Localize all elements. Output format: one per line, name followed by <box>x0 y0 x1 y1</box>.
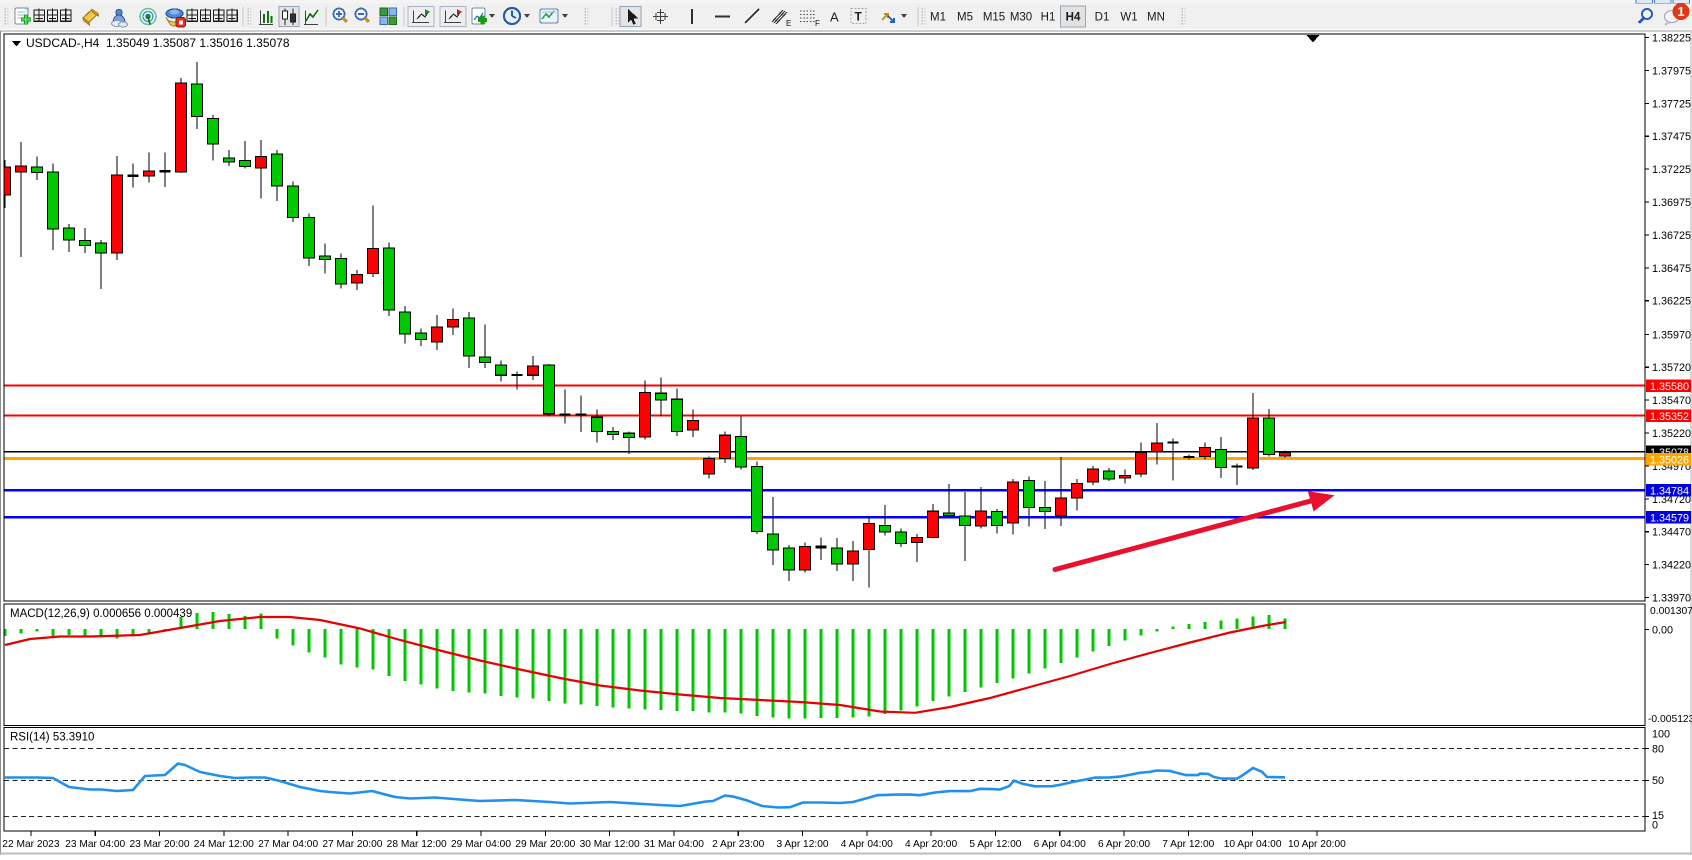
svg-text:3 Apr 12:00: 3 Apr 12:00 <box>776 839 828 850</box>
svg-text:2 Apr 23:00: 2 Apr 23:00 <box>712 839 764 850</box>
svg-text:100: 100 <box>1652 729 1670 741</box>
svg-text:31 Mar 04:00: 31 Mar 04:00 <box>644 839 704 850</box>
svg-text:M30: M30 <box>1010 12 1032 24</box>
svg-text:22 Mar 2023: 22 Mar 2023 <box>2 839 60 850</box>
svg-text:RSI(14) 53.3910: RSI(14) 53.3910 <box>10 732 94 744</box>
svg-text:1.34220: 1.34220 <box>1652 560 1691 572</box>
svg-text:7 Apr 12:00: 7 Apr 12:00 <box>1162 839 1214 850</box>
svg-text:H1: H1 <box>1041 12 1056 24</box>
svg-text:1.35970: 1.35970 <box>1652 329 1691 341</box>
svg-text:M5: M5 <box>957 12 973 24</box>
svg-text:1.34720: 1.34720 <box>1652 494 1691 506</box>
svg-text:28 Mar 12:00: 28 Mar 12:00 <box>387 839 447 850</box>
svg-text:MN: MN <box>1147 12 1165 24</box>
svg-text:M1: M1 <box>930 12 946 24</box>
svg-text:F: F <box>815 19 820 28</box>
svg-text:1.37475: 1.37475 <box>1652 131 1691 143</box>
svg-text:USDCAD-,H4 1.35049 1.35087 1.: USDCAD-,H4 1.35049 1.35087 1.35016 1.350… <box>26 36 290 50</box>
svg-text:1.35720: 1.35720 <box>1652 362 1691 374</box>
svg-text:5 Apr 12:00: 5 Apr 12:00 <box>969 839 1021 850</box>
svg-text:1.36725: 1.36725 <box>1652 230 1691 242</box>
svg-text:W1: W1 <box>1120 12 1137 24</box>
svg-text:30 Mar 12:00: 30 Mar 12:00 <box>580 839 640 850</box>
svg-text:E: E <box>786 19 791 28</box>
svg-text:0: 0 <box>1652 820 1658 832</box>
svg-text:D1: D1 <box>1095 12 1110 24</box>
svg-text:6 Apr 04:00: 6 Apr 04:00 <box>1034 839 1086 850</box>
svg-text:1.36475: 1.36475 <box>1652 263 1691 275</box>
svg-text:4 Apr 04:00: 4 Apr 04:00 <box>841 839 893 850</box>
svg-text:MACD(12,26,9) 0.000656 0.00043: MACD(12,26,9) 0.000656 0.000439 <box>10 608 192 620</box>
svg-text:1.37975: 1.37975 <box>1652 65 1691 77</box>
svg-text:0.001307: 0.001307 <box>1650 606 1692 617</box>
svg-text:23 Mar 20:00: 23 Mar 20:00 <box>129 839 189 850</box>
svg-text:1.33970: 1.33970 <box>1652 593 1691 605</box>
svg-text:1.35352: 1.35352 <box>1650 411 1689 423</box>
svg-text:4 Apr 20:00: 4 Apr 20:00 <box>905 839 957 850</box>
svg-text:H4: H4 <box>1066 12 1081 24</box>
svg-text:23 Mar 04:00: 23 Mar 04:00 <box>65 839 125 850</box>
svg-text:10 Apr 20:00: 10 Apr 20:00 <box>1288 839 1346 850</box>
svg-text:80: 80 <box>1652 744 1664 756</box>
svg-text:1.38225: 1.38225 <box>1652 33 1691 45</box>
svg-text:1.35220: 1.35220 <box>1652 428 1691 440</box>
svg-text:1.34784: 1.34784 <box>1650 486 1689 498</box>
svg-text:1.37725: 1.37725 <box>1652 98 1691 110</box>
svg-text:0.00: 0.00 <box>1652 624 1673 636</box>
svg-text:1.34470: 1.34470 <box>1652 527 1691 539</box>
svg-text:-0.005123: -0.005123 <box>1648 714 1692 725</box>
svg-text:29 Mar 20:00: 29 Mar 20:00 <box>515 839 575 850</box>
svg-text:24 Mar 12:00: 24 Mar 12:00 <box>194 839 254 850</box>
svg-text:6 Apr 20:00: 6 Apr 20:00 <box>1098 839 1150 850</box>
svg-text:27 Mar 04:00: 27 Mar 04:00 <box>258 839 318 850</box>
svg-text:27 Mar 20:00: 27 Mar 20:00 <box>322 839 382 850</box>
svg-text:T: T <box>855 10 863 24</box>
svg-text:M15: M15 <box>983 12 1005 24</box>
svg-text:50: 50 <box>1652 775 1664 787</box>
svg-text:1.35026: 1.35026 <box>1650 454 1689 466</box>
svg-text:1.37225: 1.37225 <box>1652 164 1691 176</box>
svg-text:1.36975: 1.36975 <box>1652 197 1691 209</box>
svg-text:1.35580: 1.35580 <box>1650 381 1689 393</box>
svg-text:29 Mar 04:00: 29 Mar 04:00 <box>451 839 511 850</box>
svg-text:1.34579: 1.34579 <box>1650 513 1689 525</box>
svg-text:A: A <box>830 10 839 25</box>
svg-text:1.36225: 1.36225 <box>1652 296 1691 308</box>
svg-text:1.35470: 1.35470 <box>1652 395 1691 407</box>
svg-text:15: 15 <box>1652 810 1664 822</box>
svg-text:10 Apr 04:00: 10 Apr 04:00 <box>1224 839 1282 850</box>
svg-text:1: 1 <box>1677 4 1684 19</box>
